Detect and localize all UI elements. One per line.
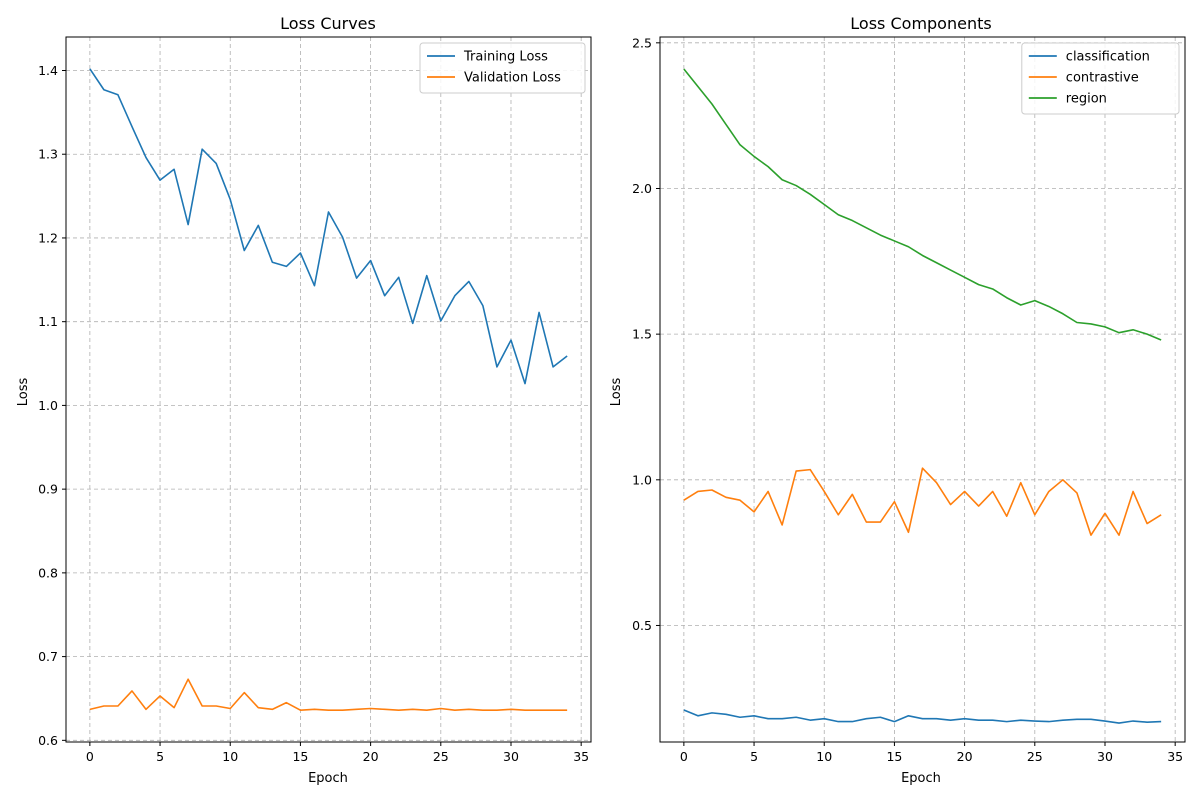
y-tick-label: 1.5 <box>632 327 652 342</box>
legend-label: contrastive <box>1066 71 1139 86</box>
x-axis-label: Epoch <box>901 771 941 786</box>
series-line-validation-loss <box>89 678 568 711</box>
y-axis-label: Loss <box>609 378 624 407</box>
x-tick-label: 20 <box>363 749 379 764</box>
y-tick-label: 1.2 <box>38 230 58 245</box>
y-tick-label: 1.3 <box>38 147 58 162</box>
y-tick-label: 0.7 <box>38 649 58 664</box>
legend-label: Training Loss <box>463 50 548 65</box>
y-tick-label: 2.5 <box>632 35 652 50</box>
y-axis-label: Loss <box>16 378 31 407</box>
legend: classification contrastive region <box>1021 42 1180 115</box>
chart-title: Loss Components <box>850 14 991 33</box>
x-tick-label: 5 <box>156 749 164 764</box>
x-tick-label: 10 <box>222 749 238 764</box>
x-tick-label: 25 <box>433 749 449 764</box>
y-tick-label: 1.1 <box>38 314 58 329</box>
x-tick-label: 30 <box>503 749 519 764</box>
x-tick-label: 0 <box>680 749 688 764</box>
plot-frame <box>659 36 1186 743</box>
y-tick-label: 0.8 <box>38 565 58 580</box>
x-tick-label: 10 <box>816 749 832 764</box>
legend-box <box>1021 42 1180 115</box>
series-line-classification <box>683 709 1162 724</box>
x-tick-label: 20 <box>957 749 973 764</box>
x-tick-label: 35 <box>573 749 589 764</box>
x-tick-label: 15 <box>292 749 308 764</box>
y-tick-label: 0.6 <box>38 733 58 748</box>
y-tick-label: 2.0 <box>632 181 652 196</box>
chart-loss-curves: Loss Curves Epoch Loss 0 5 10 15 20 25 30 35 0.6… <box>16 14 592 786</box>
legend-label: region <box>1066 92 1107 107</box>
series-line-training-loss <box>89 68 568 385</box>
x-axis-label: Epoch <box>308 771 348 786</box>
x-tick-label: 35 <box>1167 749 1183 764</box>
y-tick-label: 0.9 <box>38 482 58 497</box>
chart-loss-components: Loss Components Epoch Loss 0 5 10 15 20 25 30 3… <box>609 14 1186 786</box>
legend: Training Loss Validation Loss <box>419 42 586 94</box>
y-tick-label: 1.0 <box>632 472 652 487</box>
legend-label: classification <box>1066 50 1150 65</box>
series-line-contrastive <box>683 467 1162 536</box>
x-tick-label: 25 <box>1027 749 1043 764</box>
x-tick-label: 30 <box>1097 749 1113 764</box>
legend-box <box>419 42 586 94</box>
x-tick-label: 0 <box>86 749 94 764</box>
x-tick-label: 5 <box>750 749 758 764</box>
legend-label: Validation Loss <box>464 71 561 86</box>
series-line-region <box>683 68 1162 341</box>
chart-title: Loss Curves <box>280 14 376 33</box>
y-tick-label: 0.5 <box>632 618 652 633</box>
y-tick-label: 1.4 <box>38 63 58 78</box>
plot-frame <box>65 36 592 743</box>
y-tick-label: 1.0 <box>38 398 58 413</box>
x-tick-label: 15 <box>886 749 902 764</box>
